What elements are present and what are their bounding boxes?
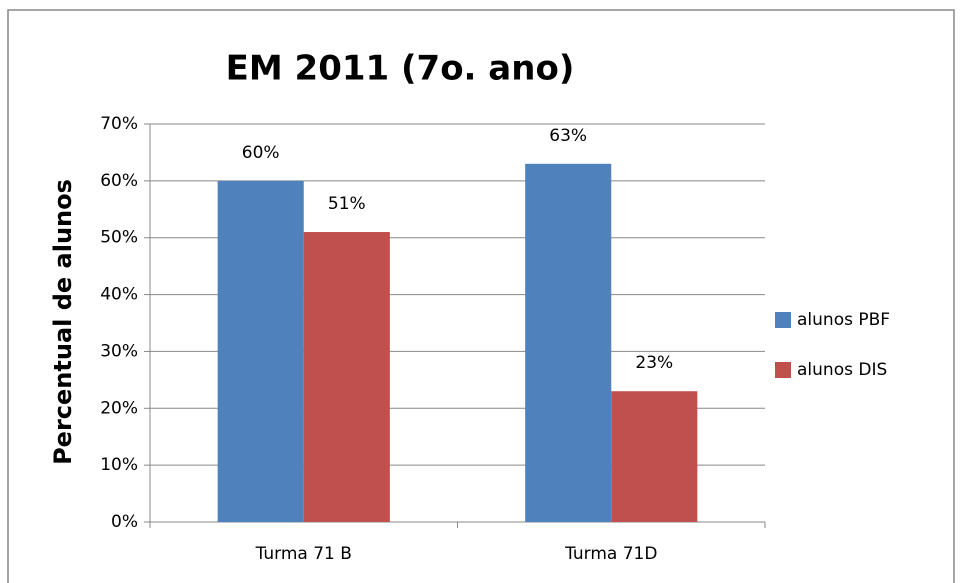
value-label: 51% <box>328 194 366 214</box>
y-tick-label: 20% <box>100 398 138 418</box>
y-tick-label: 0% <box>111 512 138 532</box>
bar <box>611 391 698 522</box>
bar <box>525 163 612 523</box>
legend-label: alunos DIS <box>797 360 887 380</box>
value-label: 60% <box>242 143 280 163</box>
x-tick-label: Turma 71D <box>564 544 657 564</box>
y-tick-label: 10% <box>100 455 138 475</box>
x-tick-label: Turma 71 B <box>255 544 352 564</box>
chart-title: EM 2011 (7o. ano) <box>226 49 575 89</box>
legend-swatch <box>775 362 791 378</box>
y-tick-label: 40% <box>100 285 138 305</box>
bar <box>217 180 304 522</box>
y-tick-label: 50% <box>100 228 138 248</box>
y-axis-label: Percentual de alunos <box>49 179 77 465</box>
legend-swatch <box>775 312 791 328</box>
legend-label: alunos PBF <box>797 310 890 330</box>
y-tick-label: 60% <box>100 171 138 191</box>
y-tick-label: 70% <box>100 114 138 134</box>
bar <box>303 232 390 522</box>
chart-border <box>7 9 955 583</box>
value-label: 63% <box>549 126 587 146</box>
value-label: 23% <box>635 353 673 373</box>
y-tick-label: 30% <box>100 341 138 361</box>
